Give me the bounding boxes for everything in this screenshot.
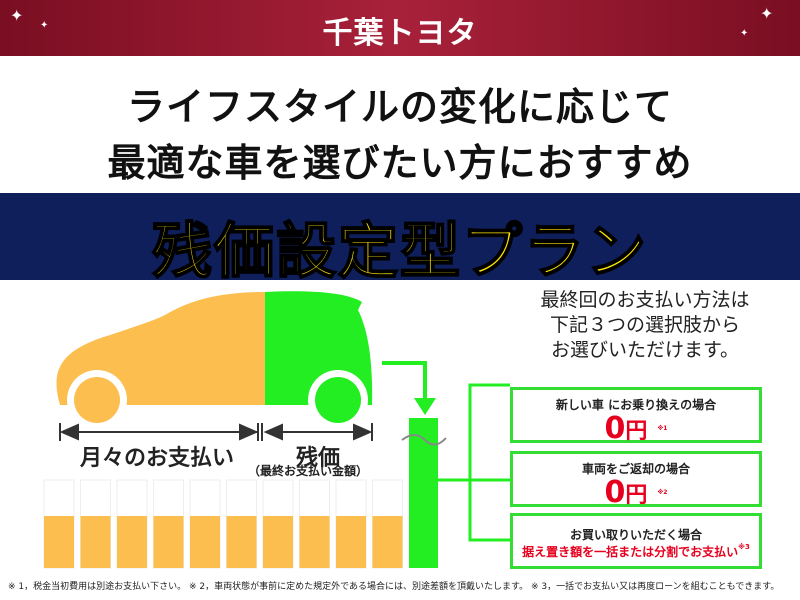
option-title: 新しい車 にお乗り換えの場合 xyxy=(555,398,717,412)
option-title: お買い取りいただく場合 xyxy=(569,528,702,542)
note-marker: ※2 xyxy=(657,489,668,496)
note-marker: ※1 xyxy=(657,425,668,432)
option-amount: 0 xyxy=(604,411,626,446)
monthly-label: 月々のお支払い xyxy=(80,446,235,471)
info-line: お選びいただけます。 xyxy=(550,339,740,361)
yen-unit: 円 xyxy=(625,483,648,508)
sparkle-icon: ✦ xyxy=(740,28,749,39)
sparkle-icon: ✦ xyxy=(10,6,24,25)
monthly-bar xyxy=(336,516,366,568)
option-return: 車両をご返却の場合 0円 ※2 xyxy=(510,451,762,510)
front-wheel xyxy=(74,377,120,423)
monthly-bar xyxy=(44,516,74,568)
branch-lines xyxy=(438,383,510,542)
residual-sub-label: （最終お支払い金額） xyxy=(248,464,369,478)
option-trade-in: 新しい車 にお乗り換えの場合 0円 ※1 xyxy=(510,387,762,446)
note-marker: ※3 xyxy=(738,543,750,551)
sparkle-icon: ✦ xyxy=(760,4,774,23)
sparkle-icon: ✦ xyxy=(40,20,49,31)
logo: 千葉トヨタ xyxy=(322,16,478,51)
monthly-bar xyxy=(80,516,111,568)
plan-title: 残価設定型プラン xyxy=(151,216,648,288)
rear-wheel xyxy=(315,377,361,423)
option-title: 車両をご返却の場合 xyxy=(581,462,690,476)
footnote: ※ 1，税金当初費用は別途お支払い下さい。 ※ 2，車両状態が事前に定めた規定外… xyxy=(8,582,780,592)
plan-diagram xyxy=(43,291,510,569)
monthly-bar xyxy=(226,516,257,568)
plan-banner: 残価設定型プラン xyxy=(0,193,800,288)
residual-bar xyxy=(409,418,438,568)
option-buyout: お買い取りいただく場合 据え置き額を一括または分割でお支払い※3 xyxy=(510,513,762,569)
arrow-down-icon xyxy=(382,361,427,410)
yen-unit: 円 xyxy=(625,419,648,444)
span-arrows xyxy=(59,423,373,441)
info-line: 下記３つの選択肢から xyxy=(549,314,740,336)
info-line: 最終回のお支払い方法は xyxy=(540,289,750,311)
monthly-bar xyxy=(299,516,330,568)
monthly-bar xyxy=(263,516,293,568)
headline-line2: 最適な車を選びたい方におすすめ xyxy=(107,141,693,185)
monthly-bar xyxy=(153,516,184,568)
monthly-bars xyxy=(43,479,403,569)
monthly-bar xyxy=(117,516,147,568)
option-amount: 0 xyxy=(604,475,626,510)
header-banner: ✦ ✦ ✦ ✦ 千葉トヨタ xyxy=(0,0,800,56)
residual-label: 残価 xyxy=(296,446,341,471)
monthly-bar xyxy=(372,516,403,568)
headline-line1: ライフスタイルの変化に応じて xyxy=(126,85,673,129)
info-text: 最終回のお支払い方法は 下記３つの選択肢から お選びいただけます。 xyxy=(500,288,790,363)
option-detail: 据え置き額を一括または分割でお支払い xyxy=(522,545,739,559)
monthly-bar xyxy=(190,516,220,568)
